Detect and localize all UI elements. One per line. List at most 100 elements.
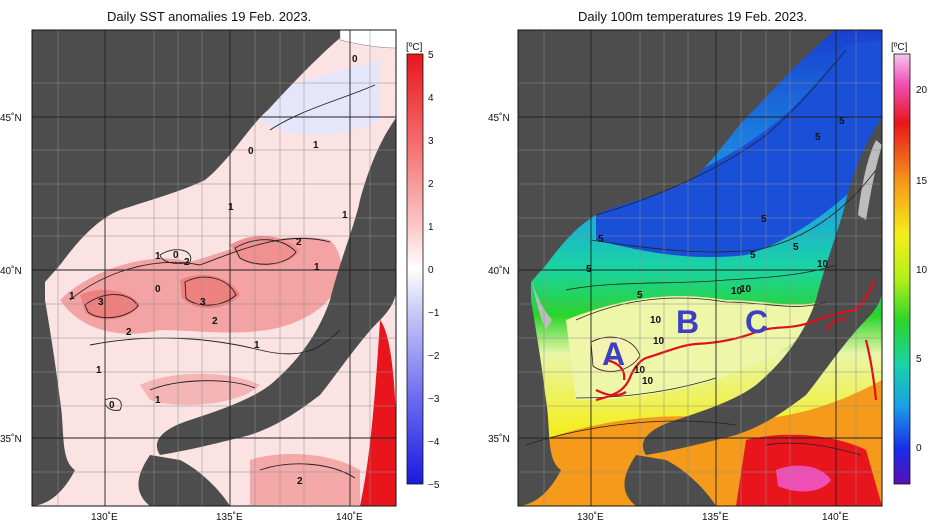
contour-label: 5 xyxy=(839,116,845,127)
lat-label: 35˚N xyxy=(488,433,510,445)
sst-anomaly-map: 0 0 1 1 1 1 0 2 1 2 1 0 3 3 2 2 1 1 0 1 … xyxy=(0,29,440,523)
contour-label: 5 xyxy=(586,264,592,275)
lat-label: 40˚N xyxy=(0,265,22,277)
colorbar-tick: 1 xyxy=(428,222,434,233)
minor-grid xyxy=(32,30,396,506)
shelf-area xyxy=(532,282,552,330)
contour-label: 2 xyxy=(184,257,190,268)
contour-label: 5 xyxy=(761,214,767,225)
colorbar-tick: 2 xyxy=(428,179,434,190)
contour-label: 1 xyxy=(313,140,319,151)
colorbar-tick: 20 xyxy=(916,85,928,96)
contour-label: 5 xyxy=(598,234,604,245)
shelf-area xyxy=(858,140,882,220)
kyushu-land xyxy=(624,455,716,506)
lon-label: 130˚E xyxy=(91,511,118,523)
region-label-c: C xyxy=(745,304,768,340)
contour-label: 10 xyxy=(817,259,829,270)
island-land xyxy=(637,109,651,122)
colorbar-tick: −3 xyxy=(428,394,440,405)
colorbar-tick: 15 xyxy=(916,176,928,187)
pacific-warm-anomaly xyxy=(360,320,396,506)
contour-label: 1 xyxy=(96,365,102,376)
contour-label: 2 xyxy=(212,316,218,327)
anomaly-contours xyxy=(69,84,376,479)
anomaly-contour-labels: 0 0 1 1 1 1 0 2 1 2 1 0 3 3 2 2 1 1 0 1 … xyxy=(69,54,358,487)
contour-label: 0 xyxy=(155,284,161,295)
cold-water-pool xyxy=(596,40,882,258)
contour-label: 0 xyxy=(173,250,179,261)
eddy-a xyxy=(586,335,641,375)
lon-label: 135˚E xyxy=(216,511,243,523)
contour-label: 3 xyxy=(200,297,206,308)
lon-label: 135˚E xyxy=(702,511,729,523)
colorbar-tick: −1 xyxy=(428,308,440,319)
colorbar-tick: −2 xyxy=(428,351,440,362)
contour-label: 1 xyxy=(228,202,234,213)
sst-anomaly-title: Daily SST anomalies 19 Feb. 2023. xyxy=(107,9,312,24)
warm-anomaly-patch xyxy=(250,454,360,505)
major-grid xyxy=(518,30,882,506)
colorbar-tick: 4 xyxy=(428,93,434,104)
map-frame xyxy=(31,29,397,507)
colorbar-tick: 0 xyxy=(916,443,922,454)
continent-land xyxy=(32,30,350,506)
polar-front-line xyxy=(595,279,878,402)
anomaly-colorbar xyxy=(406,53,424,485)
temperature-colorbar xyxy=(893,53,911,485)
warm-anomaly-core xyxy=(230,235,300,266)
lon-label: 140˚E xyxy=(822,511,849,523)
temperature-contour-labels: 5 5 5 5 5 5 5 10 10 5 10 10 10 10 10 xyxy=(586,116,845,387)
contour-label: 3 xyxy=(98,297,104,308)
contour-label: 1 xyxy=(254,340,260,351)
temp-100m-title: Daily 100m temperatures 19 Feb. 2023. xyxy=(578,9,808,24)
contour-label: 1 xyxy=(342,210,348,221)
minor-grid xyxy=(518,30,882,506)
map-frame xyxy=(517,29,883,507)
japan-land xyxy=(156,118,396,455)
contour-label: 1 xyxy=(69,291,75,302)
major-grid xyxy=(32,30,396,506)
contour-label: 1 xyxy=(155,395,161,406)
contour-label: 0 xyxy=(109,400,115,411)
colorbar-ticks: 20 15 10 5 0 xyxy=(916,85,928,454)
contour-label: 10 xyxy=(740,284,752,295)
contour-label: 1 xyxy=(314,262,320,273)
contour-label: 0 xyxy=(248,146,254,157)
contour-label: 2 xyxy=(126,327,132,338)
warm-anomaly-core xyxy=(180,275,240,309)
contour-label: 0 xyxy=(352,54,358,65)
colorbar-tick: 10 xyxy=(916,265,928,276)
sst-anomaly-panel: Daily SST anomalies 19 Feb. 2023. xyxy=(0,0,466,526)
warm-anomaly-core xyxy=(80,289,140,320)
colorbar-unit: [ºC] xyxy=(891,42,908,53)
colorbar-tick: 5 xyxy=(916,354,922,365)
lat-label: 45˚N xyxy=(0,112,22,124)
colorbar-unit: [ºC] xyxy=(406,42,423,53)
colorbar-tick: −4 xyxy=(428,437,440,448)
colorbar-tick: 5 xyxy=(428,50,434,61)
lon-label: 140˚E xyxy=(336,511,363,523)
contour-label: 10 xyxy=(731,286,743,297)
lat-label: 45˚N xyxy=(488,112,510,124)
temp-100m-map: 5 5 5 5 5 5 5 10 10 5 10 10 10 10 10 A B… xyxy=(488,29,928,523)
lat-label: 35˚N xyxy=(0,433,22,445)
japan-land xyxy=(642,118,882,455)
contour-label: 10 xyxy=(642,376,654,387)
colorbar-tick: 3 xyxy=(428,136,434,147)
contour-label: 10 xyxy=(650,315,662,326)
temp-100m-panel: Daily 100m temperatures 19 Feb. 2023. xyxy=(466,0,933,526)
temperature-contours xyxy=(525,49,877,456)
contour-label: 5 xyxy=(750,250,756,261)
contour-label: 5 xyxy=(793,242,799,253)
island-land xyxy=(151,109,165,122)
contour-label: 10 xyxy=(653,336,665,347)
region-label-b: B xyxy=(676,304,699,340)
colorbar-ticks: 5 4 3 2 1 0 −1 −2 −3 −4 −5 xyxy=(428,50,440,491)
contour-label: 1 xyxy=(155,251,161,262)
colorbar-tick: 0 xyxy=(428,265,434,276)
continent-land xyxy=(518,30,836,506)
contour-label: 5 xyxy=(637,290,643,301)
lat-label: 40˚N xyxy=(488,265,510,277)
contour-label: 2 xyxy=(296,237,302,248)
